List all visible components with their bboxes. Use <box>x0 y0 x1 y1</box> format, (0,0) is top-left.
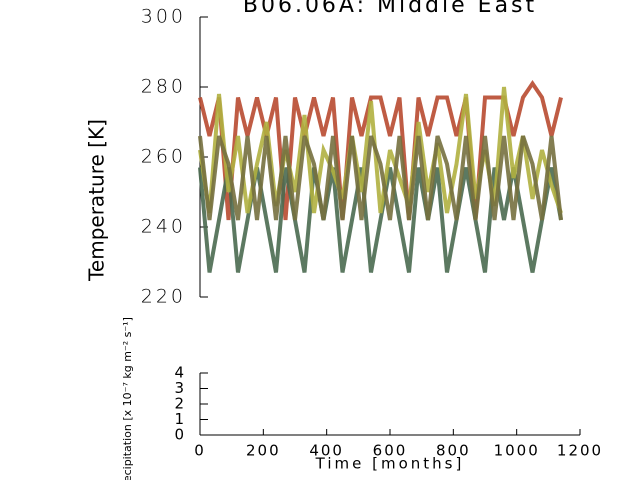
x-tick-label: 1000 <box>494 442 540 460</box>
y-tick-label: 240 <box>141 216 186 238</box>
series-line <box>198 86 563 214</box>
x-tick-label: 800 <box>436 442 471 460</box>
y-tick-label: 1 <box>174 410 186 428</box>
x-tick-label: 1200 <box>557 442 603 460</box>
x-tick-label: 0 <box>194 442 206 460</box>
x-tick-label: 600 <box>373 442 408 460</box>
x-tick-label: 400 <box>309 442 344 460</box>
y-tick-label: 2 <box>174 395 186 413</box>
y-axis-label: Precipitation [x 10⁻⁷ kg m⁻² s⁻¹] <box>121 317 134 480</box>
y-axis-label: Temperature [K] <box>85 119 109 282</box>
chart-title: B06.06A: Middle East <box>243 0 537 18</box>
series-line <box>198 135 563 221</box>
x-tick-label: 200 <box>246 442 281 460</box>
y-tick-label: 0 <box>174 426 186 444</box>
y-tick-label: 3 <box>174 379 186 397</box>
x-axis-label: Time [months] <box>315 455 465 473</box>
y-tick-label: 260 <box>141 146 186 168</box>
y-tick-label: 4 <box>174 364 186 382</box>
series-line <box>198 79 563 221</box>
y-tick-label: 220 <box>141 286 186 308</box>
y-tick-label: 300 <box>141 6 186 28</box>
y-tick-label: 280 <box>141 76 186 98</box>
